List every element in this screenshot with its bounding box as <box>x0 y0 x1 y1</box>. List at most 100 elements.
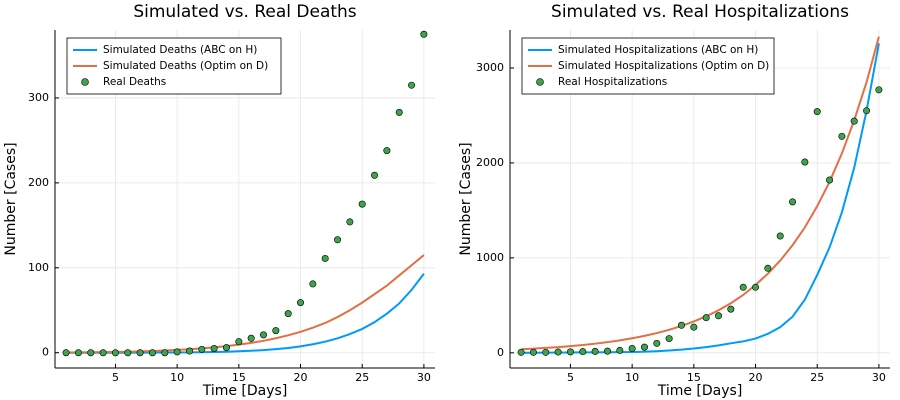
data-point <box>185 347 193 355</box>
data-point <box>677 321 685 329</box>
data-point <box>87 349 95 357</box>
data-point <box>554 348 562 356</box>
data-point <box>247 334 255 342</box>
data-point <box>62 349 70 357</box>
data-point <box>111 349 119 357</box>
x-axis-label: Time [Days] <box>657 383 743 399</box>
data-point <box>653 339 661 347</box>
data-point <box>875 86 883 94</box>
x-tick-label: 20 <box>749 371 763 384</box>
data-point <box>603 347 611 355</box>
legend-label: Simulated Hospitalizations (ABC on H) <box>558 44 758 56</box>
x-tick-label: 30 <box>417 371 431 384</box>
chart-title: Simulated vs. Real Deaths <box>133 2 356 22</box>
y-tick-label: 200 <box>28 176 49 189</box>
plot: Simulated vs. Real Deaths Time [Days] Numb… <box>3 2 435 399</box>
x-tick-label: 5 <box>112 371 119 384</box>
legend-box <box>66 37 282 95</box>
data-point <box>198 345 206 353</box>
data-point <box>517 348 525 356</box>
x-tick-label: 5 <box>567 371 574 384</box>
x-tick-label: 20 <box>294 371 308 384</box>
y-tick-label: 0 <box>497 346 504 359</box>
data-point <box>297 299 305 307</box>
data-point <box>579 348 587 356</box>
x-tick-label: 15 <box>232 371 246 384</box>
y-tick-label: 100 <box>28 261 49 274</box>
data-point <box>358 200 366 208</box>
plot: Simulated vs. Real Hospitalizations Time … <box>458 2 890 399</box>
data-point <box>715 312 723 320</box>
y-tick-label: 3000 <box>476 61 504 74</box>
data-point <box>420 30 428 38</box>
data-point <box>863 107 871 115</box>
data-point <box>371 171 379 179</box>
data-point <box>148 349 156 357</box>
data-point <box>764 264 772 272</box>
y-tick-label: 1000 <box>476 251 504 264</box>
data-point <box>789 198 797 206</box>
data-point <box>260 331 268 339</box>
data-point <box>395 108 403 116</box>
y-tick-label: 300 <box>28 91 49 104</box>
data-point <box>74 349 82 357</box>
data-point <box>309 280 317 288</box>
x-tick-label: 30 <box>872 371 886 384</box>
x-tick-label: 10 <box>625 371 639 384</box>
x-axis-label: Time [Days] <box>202 383 288 399</box>
data-point <box>542 348 550 356</box>
legend-label: Simulated Deaths (Optim on D) <box>103 60 268 72</box>
data-point <box>690 323 698 331</box>
series-line <box>66 273 425 354</box>
data-point <box>752 283 760 291</box>
series-line <box>66 254 425 354</box>
data-point <box>628 345 636 353</box>
y-tick-label: 0 <box>42 346 49 359</box>
data-point <box>813 108 821 116</box>
legend-label: Simulated Deaths (ABC on H) <box>103 44 257 56</box>
series-line <box>521 36 880 351</box>
data-point <box>727 305 735 313</box>
y-axis-label: Number [Cases] <box>3 142 19 255</box>
legend-label: Real Hospitalizations <box>558 76 667 88</box>
data-point <box>640 343 648 351</box>
data-point <box>838 132 846 140</box>
x-tick-label: 15 <box>687 371 701 384</box>
data-point <box>210 344 218 352</box>
y-tick-label: 2000 <box>476 156 504 169</box>
chart-title: Simulated vs. Real Hospitalizations <box>551 2 849 22</box>
data-point <box>284 310 292 318</box>
data-point <box>124 349 132 357</box>
data-point <box>334 236 342 244</box>
legend-label: Real Deaths <box>103 76 166 88</box>
data-point <box>346 218 354 226</box>
data-point <box>850 117 858 125</box>
legend-marker <box>81 78 89 86</box>
data-point <box>826 176 834 184</box>
data-point <box>321 254 329 262</box>
legend-label: Simulated Hospitalizations (Optim on D) <box>558 60 769 72</box>
data-point <box>591 347 599 355</box>
data-point <box>383 147 391 155</box>
data-point <box>801 158 809 166</box>
data-point <box>566 348 574 356</box>
data-point <box>776 232 784 240</box>
x-tick-label: 25 <box>355 371 369 384</box>
data-point <box>136 349 144 357</box>
data-point <box>529 348 537 356</box>
data-point <box>161 349 169 357</box>
legend-box <box>521 37 775 95</box>
y-axis-label: Number [Cases] <box>458 142 474 255</box>
legend-marker <box>536 78 544 86</box>
data-point <box>408 81 416 89</box>
data-point <box>739 283 747 291</box>
data-point <box>235 338 243 346</box>
x-tick-label: 25 <box>810 371 824 384</box>
data-point <box>222 344 230 352</box>
data-point <box>272 327 280 335</box>
data-point <box>702 314 710 322</box>
data-point <box>616 346 624 354</box>
x-tick-label: 10 <box>170 371 184 384</box>
data-point <box>173 348 181 356</box>
